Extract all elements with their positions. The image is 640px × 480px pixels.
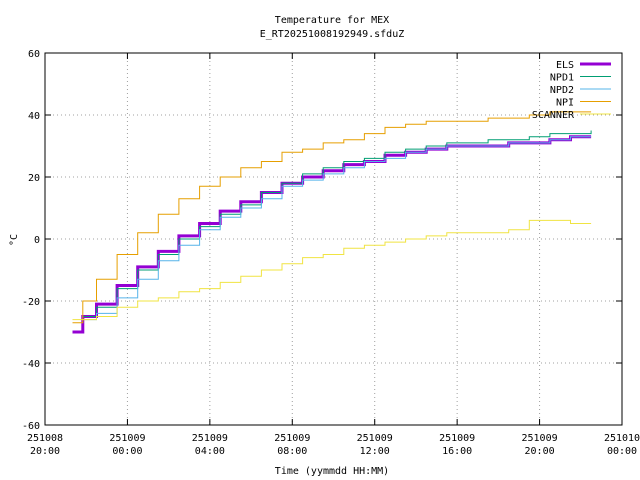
- x-tick-date: 251010: [604, 433, 640, 444]
- series-line-scanner: [72, 219, 592, 321]
- legend-label-npi: NPI: [556, 98, 574, 109]
- y-tick-label: 0: [34, 235, 40, 246]
- chart-title: Temperature for MEX: [275, 15, 389, 26]
- x-tick-time: 00:00: [607, 446, 637, 457]
- x-tick-time: 20:00: [30, 446, 60, 457]
- legend-label-els: ELS: [556, 60, 574, 71]
- grid: [45, 53, 622, 425]
- series-layer: [72, 111, 592, 334]
- y-axis-label: °C: [9, 234, 20, 246]
- x-tick-date: 251009: [522, 433, 558, 444]
- legend-label-npd1: NPD1: [550, 73, 574, 84]
- x-tick-time: 20:00: [525, 446, 555, 457]
- x-tick-time: 04:00: [195, 446, 225, 457]
- series-line-npi: [72, 111, 592, 324]
- x-axis-label: Time (yymmdd HH:MM): [275, 466, 389, 477]
- x-tick-date: 251009: [109, 433, 145, 444]
- series-line-npd1: [82, 130, 592, 317]
- y-tick-label: -60: [22, 421, 40, 432]
- x-tick-date: 251008: [27, 433, 63, 444]
- x-tick-time: 00:00: [112, 446, 142, 457]
- x-tick-date: 251009: [274, 433, 310, 444]
- x-tick-time: 16:00: [442, 446, 472, 457]
- y-tick-label: 40: [28, 111, 40, 122]
- legend-label-npd2: NPD2: [550, 85, 574, 96]
- chart-subtitle: E_RT20251008192949.sfduZ: [260, 29, 405, 40]
- x-tick-date: 251009: [439, 433, 475, 444]
- series-line-npd2: [82, 136, 592, 321]
- y-tick-label: -20: [22, 297, 40, 308]
- x-tick-time: 08:00: [277, 446, 307, 457]
- x-tick-date: 251009: [192, 433, 228, 444]
- legend-label-scanner: SCANNER: [532, 110, 575, 121]
- x-tick-date: 251009: [357, 433, 393, 444]
- y-tick-label: 20: [28, 173, 40, 184]
- series-line-els: [72, 135, 592, 334]
- y-tick-label: -40: [22, 359, 40, 370]
- x-tick-time: 12:00: [360, 446, 390, 457]
- y-tick-label: 60: [28, 49, 40, 60]
